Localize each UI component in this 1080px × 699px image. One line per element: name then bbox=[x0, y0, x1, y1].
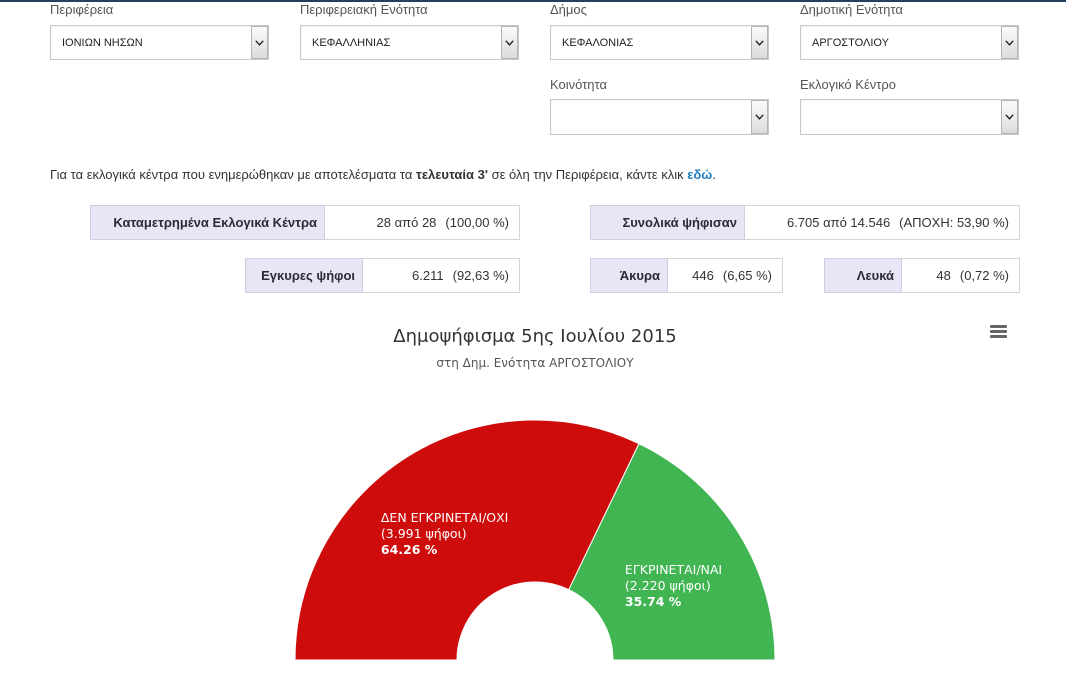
slice-name-label: ΕΓΚΡΙΝΕΤΑΙ/ΝΑΙ bbox=[625, 562, 722, 577]
dropdown-button[interactable] bbox=[251, 26, 268, 59]
region-select[interactable]: ΙΟΝΙΩΝ ΝΗΣΩΝ bbox=[50, 25, 269, 60]
filter-community: Κοινότητα bbox=[550, 77, 769, 137]
community-label: Κοινότητα bbox=[550, 77, 608, 92]
latest-updates-notice: Για τα εκλογικά κέντρα που ενημερώθηκαν … bbox=[50, 167, 716, 183]
stat-value-percent: (100,00 %) bbox=[445, 215, 509, 230]
menu-bar bbox=[990, 330, 1007, 333]
stat-value-percent: (6,65 %) bbox=[722, 268, 772, 283]
stat-value: 6.211 (92,63 %) bbox=[363, 258, 520, 293]
latest-updates-link[interactable]: εδώ bbox=[687, 167, 713, 182]
stat-value-main: 6.705 από 14.546 bbox=[786, 215, 891, 230]
polling-center-label: Εκλογικό Κέντρο bbox=[800, 77, 897, 92]
community-select-value bbox=[562, 100, 746, 134]
dropdown-button[interactable] bbox=[751, 100, 768, 134]
stat-value-main: 6.211 bbox=[412, 268, 444, 283]
stat-value: 446 (6,65 %) bbox=[668, 258, 783, 293]
stat-valid-votes: Εγκυρες ψήφοι 6.211 (92,63 %) bbox=[245, 258, 520, 293]
slice-percent-label: 64.26 % bbox=[381, 542, 438, 557]
data-label-text: ΔΕΝ ΕΓΚΡΙΝΕΤΑΙ/ΟΧΙ (3.991 ψήφοι) 64.26 % bbox=[381, 510, 512, 557]
slice-votes-label: (2.220 ψήφοι) bbox=[625, 578, 711, 593]
referendum-semi-donut-chart: ΔΕΝ ΕΓΚΡΙΝΕΤΑΙ/ΟΧΙ (3.991 ψήφοι) 64.26 %… bbox=[294, 419, 776, 661]
region-label: Περιφέρεια bbox=[50, 2, 114, 17]
slice-no[interactable] bbox=[294, 419, 640, 661]
regional-unit-select-value: ΚΕΦΑΛΛΗΝΙΑΣ bbox=[312, 36, 391, 49]
stat-value-percent: (92,63 %) bbox=[452, 268, 509, 283]
polling-center-select[interactable] bbox=[800, 99, 1019, 135]
hamburger-menu-icon[interactable] bbox=[990, 325, 1007, 339]
municipal-unit-select[interactable]: ΑΡΓΟΣΤΟΛΙΟΥ bbox=[800, 25, 1019, 60]
region-select-value: ΙΟΝΙΩΝ ΝΗΣΩΝ bbox=[62, 36, 143, 49]
filter-polling-center: Εκλογικό Κέντρο bbox=[800, 77, 1019, 137]
municipality-select-value: ΚΕΦΑΛΟΝΙΑΣ bbox=[562, 36, 634, 49]
chart-title: Δημοψήφισμα 5ης Ιουλίου 2015 bbox=[393, 326, 677, 347]
slice-percent-label: 35.74 % bbox=[625, 594, 682, 609]
stat-label: Καταμετρημένα Εκλογικά Κέντρα bbox=[90, 205, 325, 240]
chevron-down-icon bbox=[1005, 39, 1014, 46]
chevron-down-icon bbox=[755, 114, 764, 120]
stat-value: 48 (0,72 %) bbox=[902, 258, 1020, 293]
stat-value-main: 48 bbox=[936, 268, 951, 283]
stat-value-main: 28 από 28 bbox=[376, 215, 437, 230]
stat-blank-votes: Λευκά 48 (0,72 %) bbox=[824, 258, 1020, 293]
municipal-unit-select-value: ΑΡΓΟΣΤΟΛΙΟΥ bbox=[812, 36, 889, 49]
slice-votes-label: (3.991 ψήφοι) bbox=[381, 526, 467, 541]
regional-unit-label: Περιφερειακή Ενότητα bbox=[300, 2, 428, 17]
notice-emphasis: τελευταία 3' bbox=[416, 167, 488, 182]
notice-text: . bbox=[712, 167, 716, 182]
community-select[interactable] bbox=[550, 99, 769, 135]
stat-label: Συνολικά ψήφισαν bbox=[590, 205, 745, 240]
data-label-text: ΕΓΚΡΙΝΕΤΑΙ/ΝΑΙ (2.220 ψήφοι) 35.74 % bbox=[625, 562, 726, 609]
data-label-yes: ΕΓΚΡΙΝΕΤΑΙ/ΝΑΙ (2.220 ψήφοι) 35.74 % bbox=[625, 562, 726, 609]
filter-municipality: Δήμος ΚΕΦΑΛΟΝΙΑΣ bbox=[550, 2, 769, 62]
filter-region: Περιφέρεια ΙΟΝΙΩΝ ΝΗΣΩΝ bbox=[50, 2, 269, 62]
municipality-select[interactable]: ΚΕΦΑΛΟΝΙΑΣ bbox=[550, 25, 769, 60]
stat-value-percent: (0,72 %) bbox=[959, 268, 1009, 283]
municipality-label: Δήμος bbox=[550, 2, 587, 17]
stat-label: Εγκυρες ψήφοι bbox=[245, 258, 363, 293]
stat-total-voted: Συνολικά ψήφισαν 6.705 από 14.546 (ΑΠΟΧΗ:… bbox=[590, 205, 1020, 240]
polling-center-select-value bbox=[812, 100, 996, 134]
header-border-bar bbox=[0, 0, 1066, 2]
stat-label: Άκυρα bbox=[590, 258, 668, 293]
stat-label: Λευκά bbox=[824, 258, 902, 293]
chart-subtitle: στη Δημ. Ενότητα ΑΡΓΟΣΤΟΛΙΟΥ bbox=[436, 356, 634, 370]
filter-municipal-unit: Δημοτική Ενότητα ΑΡΓΟΣΤΟΛΙΟΥ bbox=[800, 2, 1019, 62]
chevron-down-icon bbox=[505, 39, 514, 46]
slice-name-label: ΔΕΝ ΕΓΚΡΙΝΕΤΑΙ/ΟΧΙ bbox=[381, 510, 508, 525]
dropdown-button[interactable] bbox=[751, 26, 768, 59]
stat-value-percent: (ΑΠΟΧΗ: 53,90 %) bbox=[899, 215, 1009, 230]
menu-bar bbox=[990, 335, 1007, 338]
dropdown-button[interactable] bbox=[1001, 100, 1018, 134]
stat-value: 6.705 από 14.546 (ΑΠΟΧΗ: 53,90 %) bbox=[745, 205, 1020, 240]
municipal-unit-label: Δημοτική Ενότητα bbox=[800, 2, 903, 17]
notice-text: Για τα εκλογικά κέντρα που ενημερώθηκαν … bbox=[50, 167, 413, 182]
menu-bar bbox=[990, 325, 1007, 328]
regional-unit-select[interactable]: ΚΕΦΑΛΛΗΝΙΑΣ bbox=[300, 25, 519, 60]
stat-value-main: 446 bbox=[692, 268, 714, 283]
data-label-no: ΔΕΝ ΕΓΚΡΙΝΕΤΑΙ/ΟΧΙ (3.991 ψήφοι) 64.26 % bbox=[381, 510, 512, 557]
stat-value: 28 από 28 (100,00 %) bbox=[325, 205, 520, 240]
dropdown-button[interactable] bbox=[501, 26, 518, 59]
filter-regional-unit: Περιφερειακή Ενότητα ΚΕΦΑΛΛΗΝΙΑΣ bbox=[300, 2, 519, 62]
stat-counted-centers: Καταμετρημένα Εκλογικά Κέντρα 28 από 28 (… bbox=[90, 205, 520, 240]
chevron-down-icon bbox=[755, 39, 764, 46]
notice-text: σε όλη την Περιφέρεια, κάντε κλικ bbox=[491, 167, 684, 182]
dropdown-button[interactable] bbox=[1001, 26, 1018, 59]
chevron-down-icon bbox=[1005, 114, 1014, 120]
stat-invalid-votes: Άκυρα 446 (6,65 %) bbox=[590, 258, 783, 293]
chevron-down-icon bbox=[255, 39, 264, 46]
slice-yes[interactable] bbox=[568, 443, 776, 661]
